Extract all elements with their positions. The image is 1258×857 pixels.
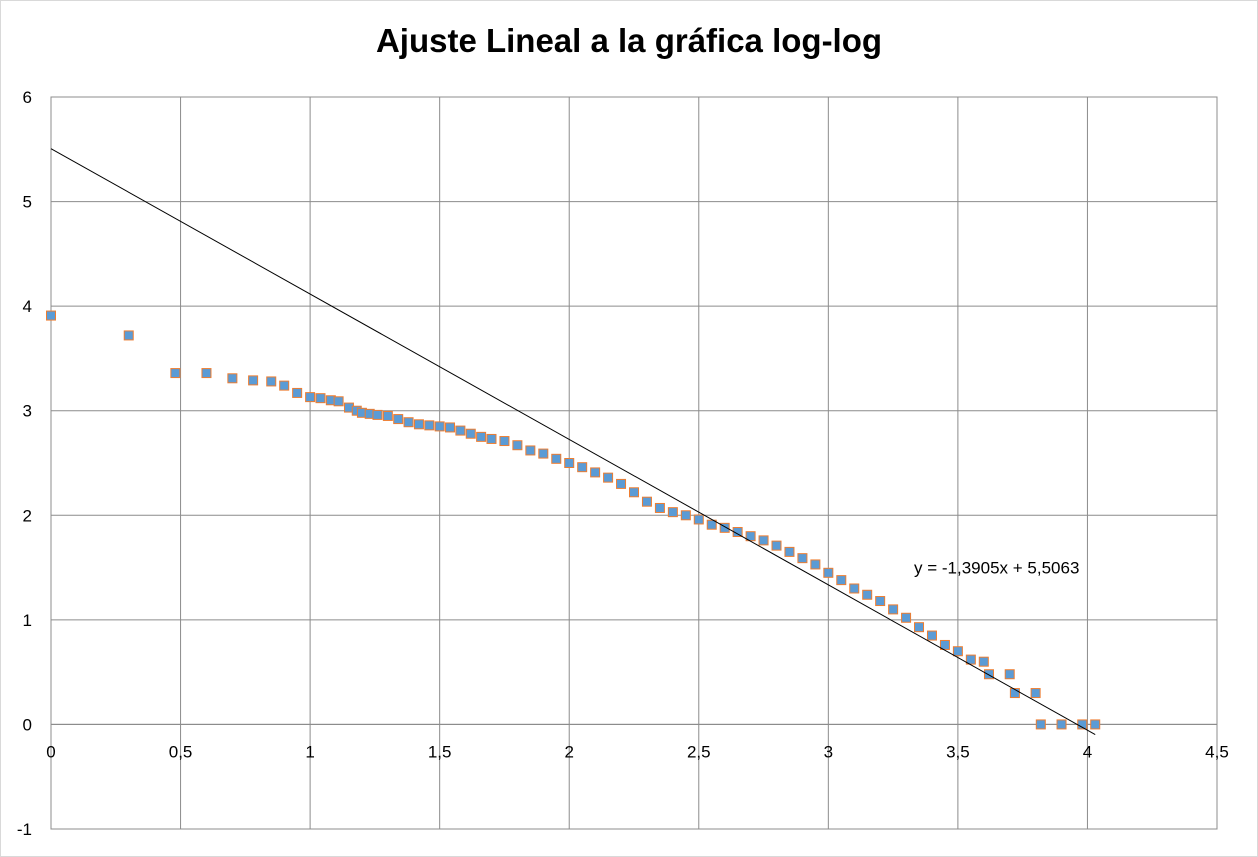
data-point [590, 467, 601, 478]
data-point [952, 646, 963, 657]
data-point [862, 589, 873, 600]
data-point [1009, 688, 1020, 699]
x-tick-label: 0,5 [169, 742, 193, 761]
data-point [455, 425, 466, 436]
data-point [706, 519, 717, 530]
data-point [305, 392, 316, 403]
x-tick-label: 3,5 [946, 742, 970, 761]
data-point [810, 559, 821, 570]
data-point [641, 496, 652, 507]
data-point [654, 502, 665, 513]
data-point [333, 396, 344, 407]
y-tick-label: 1 [23, 611, 32, 630]
data-point [616, 478, 627, 489]
data-point [465, 428, 476, 439]
y-tick-label: 2 [23, 506, 32, 525]
data-point [1004, 669, 1015, 680]
data-point [926, 630, 937, 641]
data-point [577, 462, 588, 473]
data-point [1056, 719, 1067, 730]
data-point [875, 596, 886, 607]
data-point [849, 583, 860, 594]
data-point [771, 540, 782, 551]
data-point [719, 522, 730, 533]
x-tick-label: 1 [305, 742, 314, 761]
y-tick-label: 5 [23, 193, 32, 212]
x-tick-label: 4,5 [1205, 742, 1229, 761]
data-point [1035, 719, 1046, 730]
data-point [382, 410, 393, 421]
data-point [629, 487, 639, 498]
y-tick-label: 4 [23, 297, 32, 316]
data-point [564, 458, 575, 468]
plot-border [50, 96, 1218, 830]
data-point [445, 422, 456, 433]
data-point [315, 393, 326, 404]
data-point [170, 368, 181, 379]
data-point [279, 380, 290, 391]
data-point [758, 535, 769, 546]
data-point [201, 368, 212, 379]
data-point [424, 420, 435, 431]
data-point [46, 310, 56, 321]
data-point [978, 656, 989, 667]
data-point [476, 431, 487, 442]
x-tick-label: 2,5 [687, 742, 711, 761]
data-point [123, 330, 134, 341]
data-point [888, 604, 899, 615]
x-tick-label: 4 [1083, 742, 1092, 761]
data-point [732, 527, 743, 538]
data-point [983, 669, 994, 680]
data-point [538, 448, 549, 459]
chart-title: Ajuste Lineal a la gráfica log-log [375, 22, 883, 59]
data-point [551, 453, 562, 464]
data-point [434, 421, 445, 432]
data-point [914, 622, 925, 633]
y-tick-label: 6 [23, 88, 32, 107]
trendline-equation: y = -1,3905x + 5,5063 [914, 559, 1079, 578]
data-point [939, 639, 950, 650]
data-point [292, 387, 303, 398]
data-point [784, 546, 795, 557]
data-point [603, 472, 614, 483]
x-tick-label: 3 [824, 742, 833, 761]
data-point [836, 575, 847, 586]
data-point [1030, 688, 1041, 699]
data-point [901, 612, 912, 623]
data-point [680, 510, 691, 521]
data-point [227, 373, 238, 384]
y-tick-label: 3 [23, 402, 32, 421]
trendline [50, 148, 1096, 736]
data-point [266, 376, 277, 387]
y-tick-label: -1 [17, 820, 32, 839]
data-point [797, 553, 808, 564]
data-point [248, 375, 259, 386]
data-point [393, 414, 404, 425]
data-point [823, 567, 834, 578]
data-point [965, 654, 976, 665]
data-point [512, 440, 523, 451]
data-point [403, 417, 414, 428]
data-point [1090, 719, 1101, 730]
data-point [693, 514, 704, 525]
data-point [486, 433, 497, 444]
x-tick-label: 0 [46, 742, 55, 761]
data-point [667, 507, 678, 518]
data-point [413, 419, 424, 430]
data-point [525, 445, 536, 456]
y-tick-label: 0 [23, 715, 32, 734]
x-tick-label: 1,5 [428, 742, 452, 761]
x-tick-label: 2 [564, 742, 573, 761]
data-point [372, 409, 383, 420]
data-point [499, 436, 510, 447]
